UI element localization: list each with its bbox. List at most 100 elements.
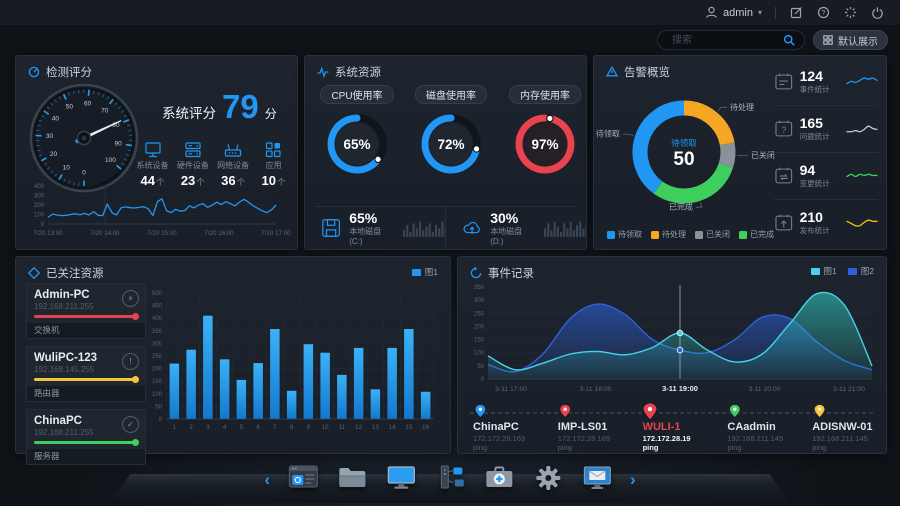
svg-text:8: 8 xyxy=(290,424,294,431)
top-bar: admin ▾ ? xyxy=(0,0,900,26)
legend-series-2[interactable]: 图2 xyxy=(847,265,874,277)
stat-releases[interactable]: 210 发布统计 xyxy=(774,200,878,246)
search-box[interactable] xyxy=(657,30,805,50)
stat-network-devices[interactable]: 网络设备 36 个 xyxy=(215,142,252,188)
svg-text:10: 10 xyxy=(322,424,329,431)
svg-text:0: 0 xyxy=(41,222,45,228)
status-bar xyxy=(34,439,139,446)
host-ip: 172.172.28.19 xyxy=(642,434,691,443)
panel-title-text: 检测评分 xyxy=(46,67,92,79)
stat-unit: 个 xyxy=(276,177,286,187)
resource-name: Admin-PC xyxy=(34,289,90,301)
panel-title-text: 告警概览 xyxy=(624,67,670,79)
stat-system-devices[interactable]: 系统设备 44 个 xyxy=(134,142,171,188)
cpu-usage-pill[interactable]: CPU使用率 xyxy=(320,85,394,104)
legend-label: 待处理 xyxy=(662,230,686,239)
disk-d[interactable]: 30% 本地磁盘(D:) xyxy=(446,207,586,249)
panel-title-text: 事件记录 xyxy=(488,268,534,280)
stat-changes[interactable]: 94 变更统计 xyxy=(774,153,878,200)
host-protocol: ping xyxy=(557,443,572,452)
resource-card[interactable]: WuliPC-123 ! 192.168.145.255 路由器 xyxy=(26,346,146,402)
user-menu[interactable]: admin ▾ xyxy=(705,6,762,19)
resource-card[interactable]: Admin-PC × 192.168.211.255 交换机 xyxy=(26,283,146,339)
alert-legend: 待领取 待处理 已关闭 已完成 xyxy=(607,229,774,240)
event-timeline[interactable] xyxy=(460,403,884,421)
brightness-button[interactable] xyxy=(843,6,857,20)
svg-text:200: 200 xyxy=(474,324,485,330)
dock-gear-icon[interactable] xyxy=(532,463,564,493)
svg-text:14: 14 xyxy=(389,424,396,431)
resource-card[interactable]: ChinaPC ✓ 192.168.211.255 服务器 xyxy=(26,409,146,465)
svg-text:50: 50 xyxy=(673,149,694,170)
disk-d-label: 本地磁盘(D:) xyxy=(490,227,523,247)
disk-c-label: 本地磁盘(C:) xyxy=(349,227,382,247)
dock-network-icon[interactable] xyxy=(434,463,466,493)
svg-text:已关闭: 已关闭 xyxy=(751,150,775,160)
legend-pending-process[interactable]: 待处理 xyxy=(651,229,686,240)
host-item[interactable]: ChinaPC 172.172.28.169 ping xyxy=(460,421,545,452)
stat-value: 23 xyxy=(180,173,196,188)
dock-prev-icon[interactable]: ‹ xyxy=(264,470,270,489)
panel-detection-score: 检测评分 0 10 20 30 40 50 60 70 80 90 100 系统评分 79 分 系统… xyxy=(15,55,298,250)
host-item-active[interactable]: WULI-1 172.172.28.19 ping xyxy=(630,421,715,452)
legend-label: 图1 xyxy=(823,266,837,276)
host-item[interactable]: CAadmin 192.168.211.145 ping xyxy=(714,421,799,452)
stat-label: 应用 xyxy=(265,161,282,170)
host-item[interactable]: IMP-LS01 172.172.28.169 ping xyxy=(545,421,630,452)
stat-events[interactable]: 124 事件统计 xyxy=(774,59,878,106)
legend-series-1[interactable]: 图1 xyxy=(810,265,837,277)
status-bar xyxy=(34,313,139,320)
legend-swatch xyxy=(847,267,857,275)
search-input[interactable] xyxy=(670,33,778,47)
stat-applications[interactable]: 应用 10 个 xyxy=(255,142,292,188)
svg-text:待领取: 待领取 xyxy=(596,129,620,139)
resource-ip: 192.168.145.255 xyxy=(34,365,95,374)
dock-mail-monitor-icon[interactable] xyxy=(581,463,613,493)
panel-title: 告警概览 xyxy=(606,64,670,80)
svg-text:80: 80 xyxy=(112,122,120,129)
default-view-button[interactable]: 默认展示 xyxy=(813,30,888,50)
compose-icon xyxy=(790,7,802,19)
legend-closed[interactable]: 已关闭 xyxy=(695,229,730,240)
legend-swatch xyxy=(607,230,615,239)
svg-text:3-11 21:00: 3-11 21:00 xyxy=(833,386,865,393)
resource-type: 路由器 xyxy=(27,386,145,401)
disk-c[interactable]: 65% 本地磁盘(C:) xyxy=(305,207,446,249)
svg-text:13: 13 xyxy=(372,424,379,431)
legend-completed[interactable]: 已完成 xyxy=(739,229,774,240)
pulse-icon xyxy=(317,66,329,78)
help-button[interactable]: ? xyxy=(816,6,830,20)
compose-button[interactable] xyxy=(789,6,803,20)
svg-text:2: 2 xyxy=(189,424,193,431)
svg-text:90: 90 xyxy=(114,140,122,147)
svg-text:?: ? xyxy=(781,125,786,135)
memory-usage-pill[interactable]: 内存使用率 xyxy=(509,85,581,104)
host-item[interactable]: ADISNW-01 192.168.211.145 ping xyxy=(799,421,884,452)
bar-chart-legend[interactable]: 图1 xyxy=(411,266,438,278)
stat-problems[interactable]: ? 165 问题统计 xyxy=(774,106,878,153)
svg-text:400: 400 xyxy=(34,184,45,190)
system-score: 系统评分 79 分 xyxy=(162,90,277,123)
panel-alert-overview: 告警概览 待处理 已关闭 已完成 待领取 待领取 50 待领取 待处理 已关闭 已完成 1… xyxy=(593,55,887,250)
dock-app-window-icon[interactable] xyxy=(287,463,319,493)
dock-monitor-icon[interactable] xyxy=(385,463,417,493)
dock-icon-row: ‹ › xyxy=(264,463,636,493)
gauge-icon xyxy=(28,66,40,78)
svg-text:300: 300 xyxy=(152,341,163,347)
svg-text:200: 200 xyxy=(34,203,45,209)
dock-folder-icon[interactable] xyxy=(336,463,368,493)
host-ip: 192.168.211.145 xyxy=(727,434,784,443)
disk-usage-pill[interactable]: 磁盘使用率 xyxy=(415,85,487,104)
legend-pending-claim[interactable]: 待领取 xyxy=(607,229,642,240)
dock-next-icon[interactable]: › xyxy=(630,470,636,489)
legend-swatch xyxy=(411,268,421,276)
stat-hardware-devices[interactable]: 硬件设备 23 个 xyxy=(174,142,211,188)
stat-unit: 个 xyxy=(155,177,165,187)
power-button[interactable] xyxy=(870,6,884,20)
dock-medkit-icon[interactable] xyxy=(483,463,515,493)
search-icon[interactable] xyxy=(783,34,796,47)
panel-title: 事件记录 xyxy=(470,265,534,281)
